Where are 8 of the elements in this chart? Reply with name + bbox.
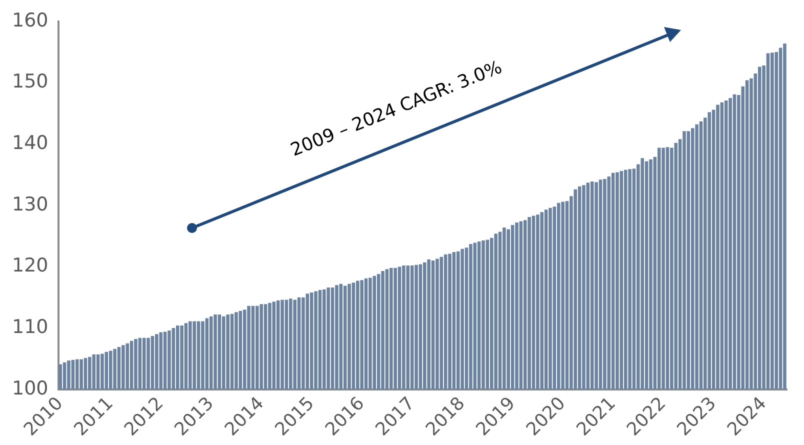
annotation: 2009 – 2024 CAGR: 3.0% — [288, 56, 505, 161]
y-tick-label: 120 — [12, 254, 48, 277]
y-tick-label: 110 — [12, 316, 48, 338]
y-tick-label: 160 — [12, 9, 48, 32]
y-tick-label: 150 — [12, 70, 48, 93]
y-tick-label: 100 — [12, 377, 48, 400]
y-tick-label: 140 — [12, 132, 48, 154]
y-tick-label: 130 — [12, 193, 48, 216]
